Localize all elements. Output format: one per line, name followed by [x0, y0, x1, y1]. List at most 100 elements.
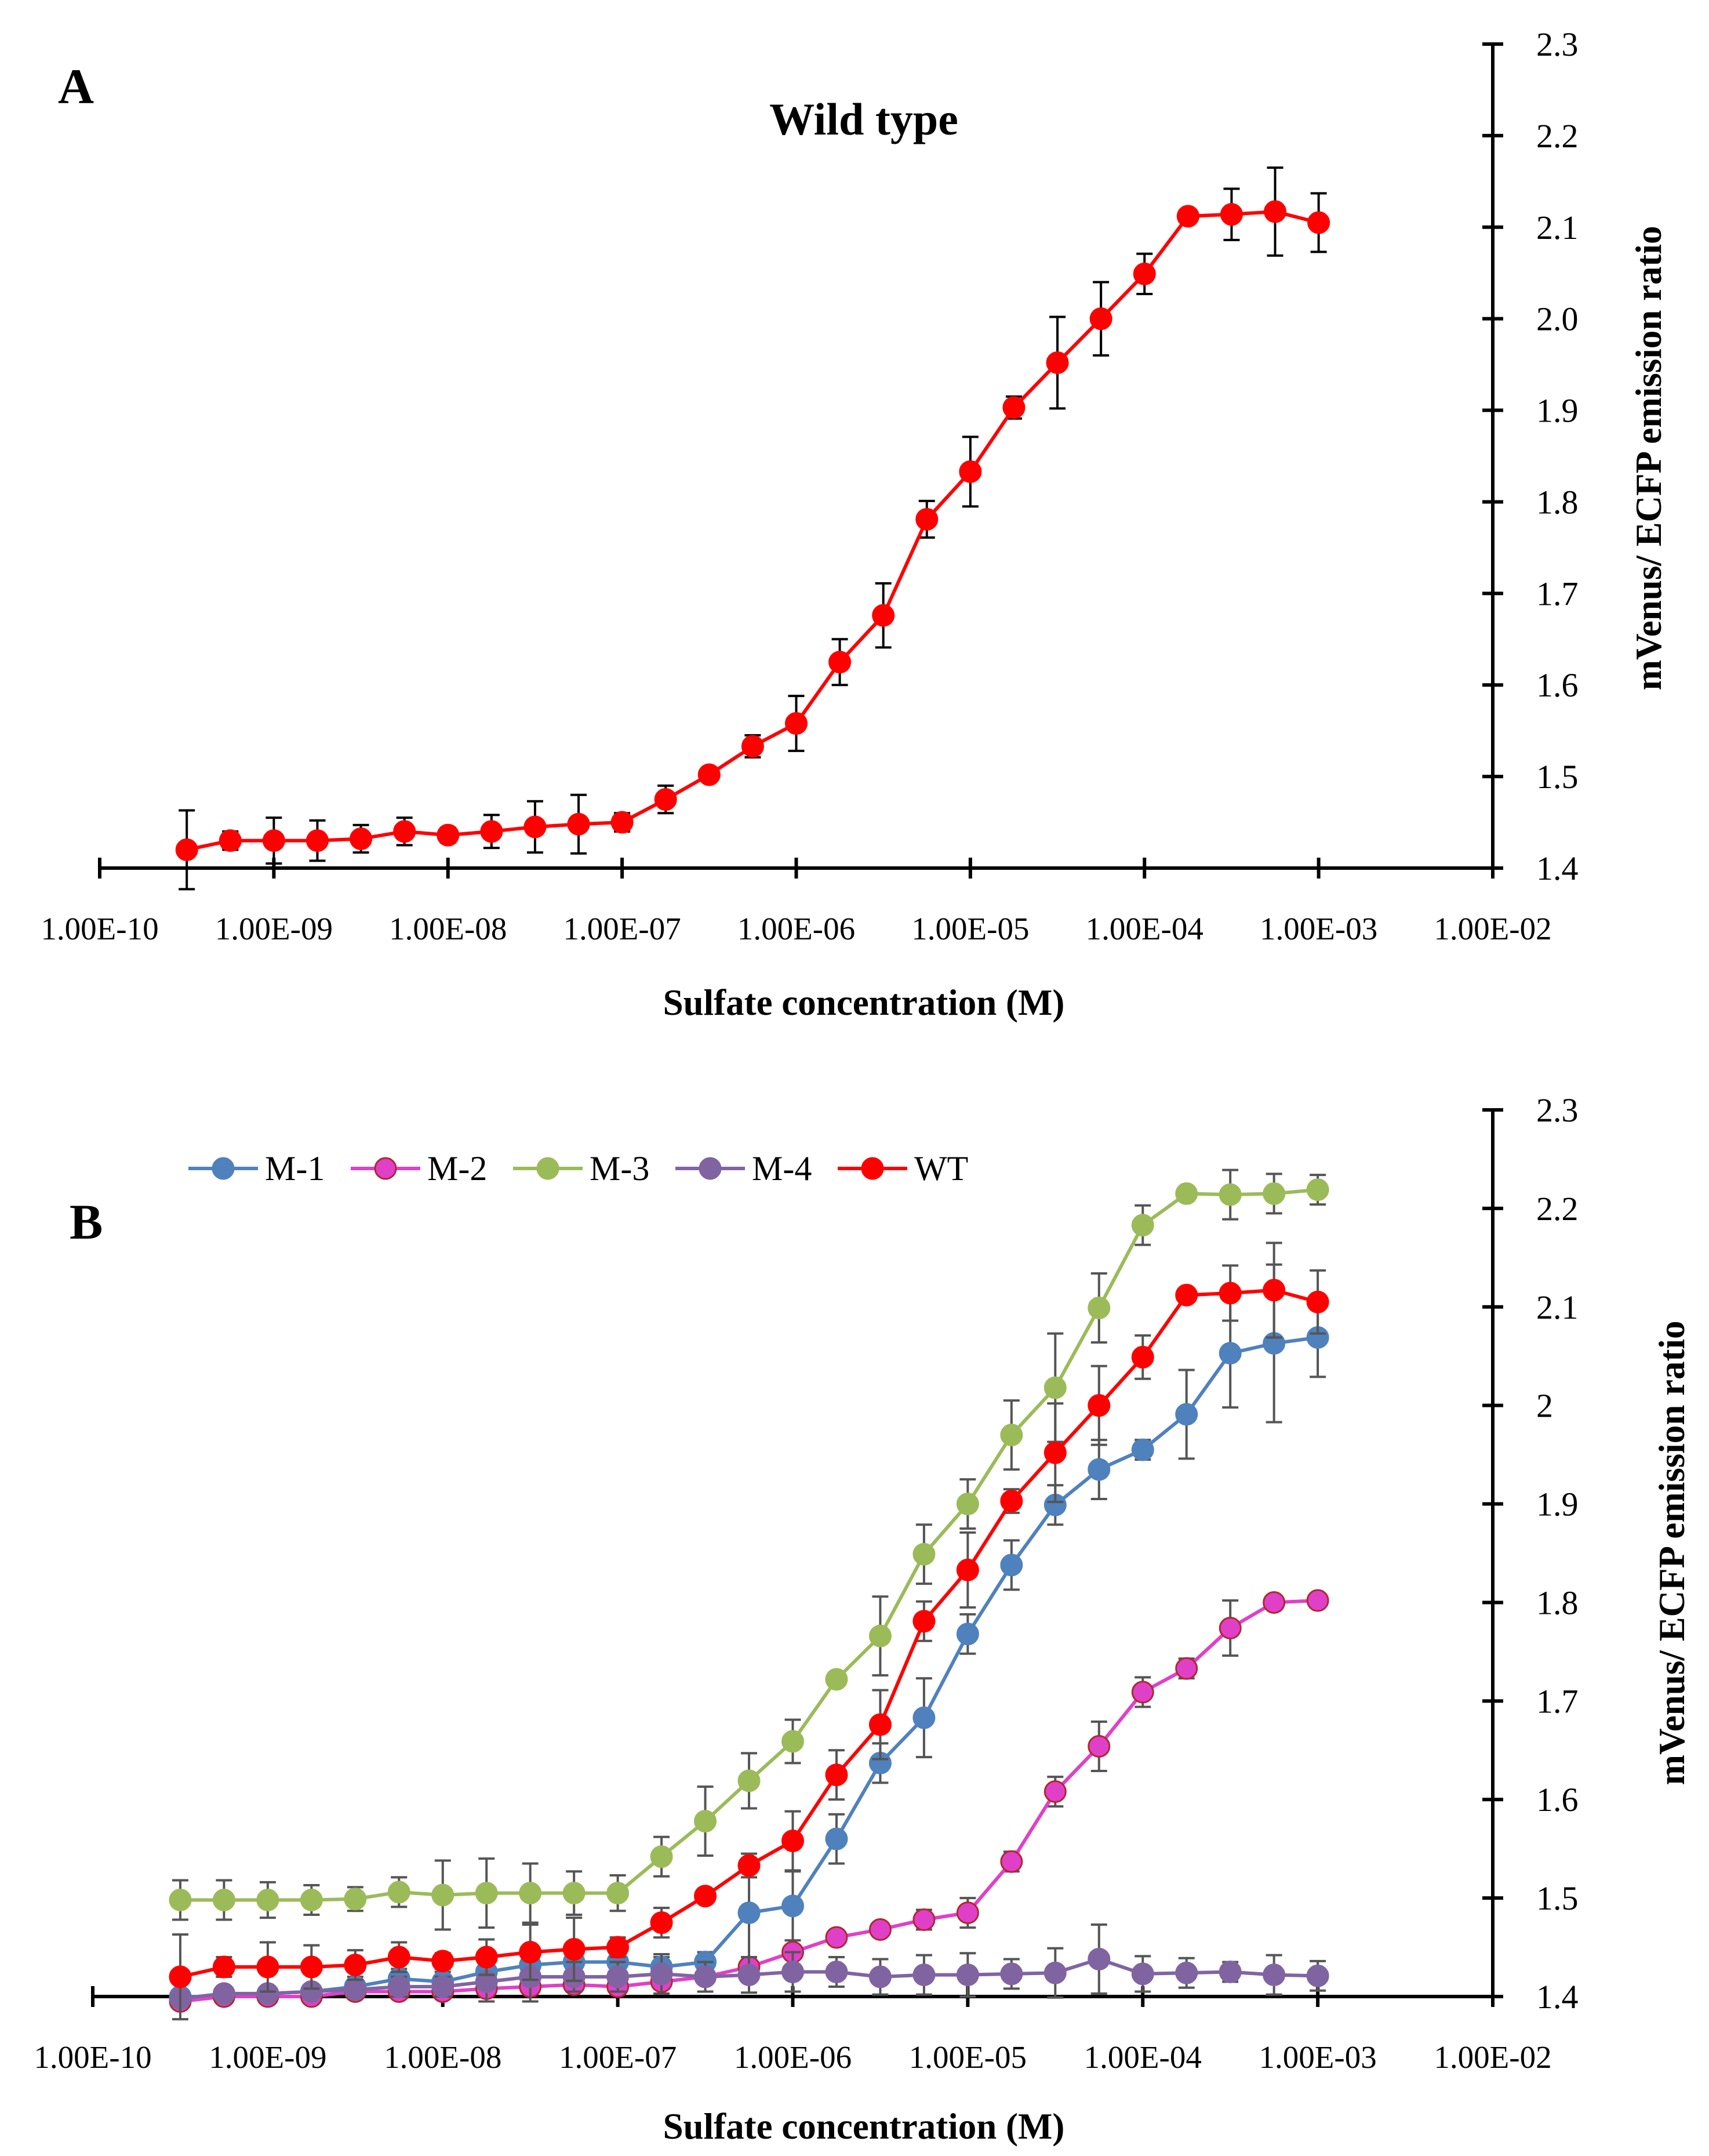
legend-swatch-marker	[374, 1157, 397, 1180]
panel-b-x-tick-label: 1.00E-05	[909, 2039, 1027, 2075]
panel-b-series-m-1	[169, 1263, 1329, 2008]
panel-b-data-point	[562, 1937, 586, 1961]
panel-a-data-point	[1176, 205, 1199, 228]
panel-a-data-point	[1089, 307, 1112, 331]
panel-b-data-point	[256, 1955, 279, 1979]
panel-b-data-point	[956, 1963, 979, 1987]
panel-b-data-point	[825, 1961, 848, 1984]
panel-a-y-tick-label: 1.7	[1536, 575, 1579, 612]
panel-b-data-point	[1000, 1962, 1023, 1986]
panel-b-y-tick-label: 2.3	[1536, 1091, 1579, 1129]
panel-b-data-point	[1043, 1780, 1067, 1803]
panel-b-data-point	[1263, 1182, 1286, 1205]
panel-a-x-tick-label: 1.00E-10	[41, 911, 158, 946]
panel-b-data-point	[169, 1965, 192, 1988]
panel-a-data-point	[567, 812, 590, 836]
panel-b-data-point	[300, 1889, 323, 1912]
panel-b-data-point	[781, 1894, 804, 1918]
panel-b-data-point	[956, 1493, 979, 1516]
panel-b-data-point	[1263, 1279, 1286, 1302]
panel-b-data-point	[781, 1961, 804, 1984]
panel-b-data-point	[256, 1889, 279, 1912]
panel-b-data-point	[868, 1965, 892, 1988]
panel-b-data-point	[781, 1830, 804, 1853]
panel-a-y-tick-label: 1.5	[1536, 758, 1579, 796]
panel-a-y-tick-label: 1.6	[1536, 666, 1579, 704]
panel-b-data-point	[475, 1946, 498, 1969]
panel-b-data-point	[606, 1882, 630, 1905]
panel-a-data-point	[480, 820, 503, 843]
panel-a-x-axis-title: Sulfate concentration (M)	[663, 982, 1065, 1023]
panel-b-data-point	[1219, 1342, 1242, 1365]
panel-a-x-tick-label: 1.00E-07	[563, 911, 681, 946]
panel-b-data-point	[212, 1955, 235, 1979]
panel-b-data-point	[956, 1901, 979, 1925]
panel-b-data-point	[694, 1885, 717, 1908]
panel-b-data-point	[912, 1542, 936, 1566]
legend-label-wt: WT	[914, 1149, 968, 1188]
panel-b-data-point	[344, 1888, 367, 1911]
panel-b-data-point	[1088, 1947, 1111, 1970]
panel-b-data-point	[825, 1827, 848, 1850]
panel-b-data-point	[912, 1610, 936, 1633]
panel-b-data-point	[737, 1963, 761, 1987]
legend-label-m-3: M-3	[590, 1149, 649, 1188]
panel-b-legend: M-1 M-2 M-3 M-4 WT	[188, 1149, 968, 1188]
panel-b-data-point	[825, 1926, 848, 1949]
panel-b-data-point	[650, 1962, 673, 1986]
panel-a-x-tick-label: 1.00E-03	[1260, 911, 1377, 946]
panel-b-series-m-3	[169, 1168, 1329, 1931]
legend-swatch-marker	[699, 1157, 722, 1180]
panel-b-data-point	[694, 1810, 717, 1833]
panel-b-data-point	[1306, 1178, 1329, 1202]
panel-b-data-point	[475, 1882, 498, 1905]
panel-b-data-point	[1043, 1441, 1067, 1464]
panel-b-x-tick-label: 1.00E-07	[559, 2039, 677, 2075]
panel-b-data-point	[606, 1936, 630, 1959]
panel-b-data-point	[694, 1965, 717, 1988]
panel-a-data-point	[610, 811, 634, 834]
panel-b-data-point	[1000, 1424, 1023, 1447]
panel-b-data-point	[1219, 1282, 1242, 1305]
panel-a-data-point	[1220, 203, 1243, 226]
panel-b-data-point	[868, 1713, 892, 1736]
legend-label-m-4: M-4	[752, 1149, 812, 1188]
panel-a-data-point	[828, 651, 852, 674]
panel-a: A Wild type 1.00E-10 1.00E-09 1.00E-08 1.00…	[41, 26, 1669, 1023]
panel-b-x-tick-label: 1.00E-04	[1084, 2039, 1202, 2075]
panel-b-data-point	[344, 1954, 367, 1977]
panel-b-data-point	[781, 1730, 804, 1753]
panel-a-data-point	[306, 829, 329, 852]
panel-a-data-point	[262, 829, 285, 852]
panel-b-data-point	[1175, 1182, 1198, 1205]
panel-b-data-point	[1131, 1345, 1154, 1369]
panel-b-data-point	[1000, 1489, 1023, 1512]
panel-b: B 1.00E-10 1.00E-09 1.00E-08 1.00E-07 1.00E-…	[34, 1091, 1692, 2147]
panel-b-series-m-4	[169, 1923, 1329, 2010]
panel-b-data-point	[825, 1668, 848, 1691]
panel-b-data-point	[737, 1769, 761, 1792]
panel-b-data-point	[431, 1883, 454, 1907]
panel-b-x-axis-title: Sulfate concentration (M)	[663, 2106, 1065, 2147]
panel-b-y-tick-label: 1.5	[1536, 1879, 1579, 1917]
panel-b-data-point	[737, 1901, 761, 1925]
panel-b-data-point	[737, 1854, 761, 1877]
panel-b-data-point	[169, 1889, 192, 1912]
panel-a-data-point	[175, 838, 198, 861]
panel-a-x-tick-label: 1.00E-05	[911, 911, 1029, 946]
panel-a-y-tick-label: 1.9	[1536, 392, 1579, 430]
panel-b-data-point	[431, 1950, 454, 1973]
panel-b-y-tick-label: 2.2	[1536, 1190, 1579, 1228]
legend-swatch-marker	[536, 1157, 559, 1180]
panel-b-data-point	[519, 1941, 542, 1964]
panel-b-data-point	[387, 1881, 410, 1904]
panel-b-series-wt	[169, 1242, 1329, 2021]
panel-b-data-point	[1263, 1963, 1286, 1987]
panel-a-data-point	[872, 604, 895, 627]
panel-b-data-point	[1131, 1962, 1154, 1986]
panel-b-data-point	[825, 1763, 848, 1787]
panel-a-x-tick-label: 1.00E-04	[1086, 911, 1203, 946]
panel-b-data-point	[1000, 1554, 1023, 1577]
panel-b-data-point	[1219, 1617, 1242, 1640]
